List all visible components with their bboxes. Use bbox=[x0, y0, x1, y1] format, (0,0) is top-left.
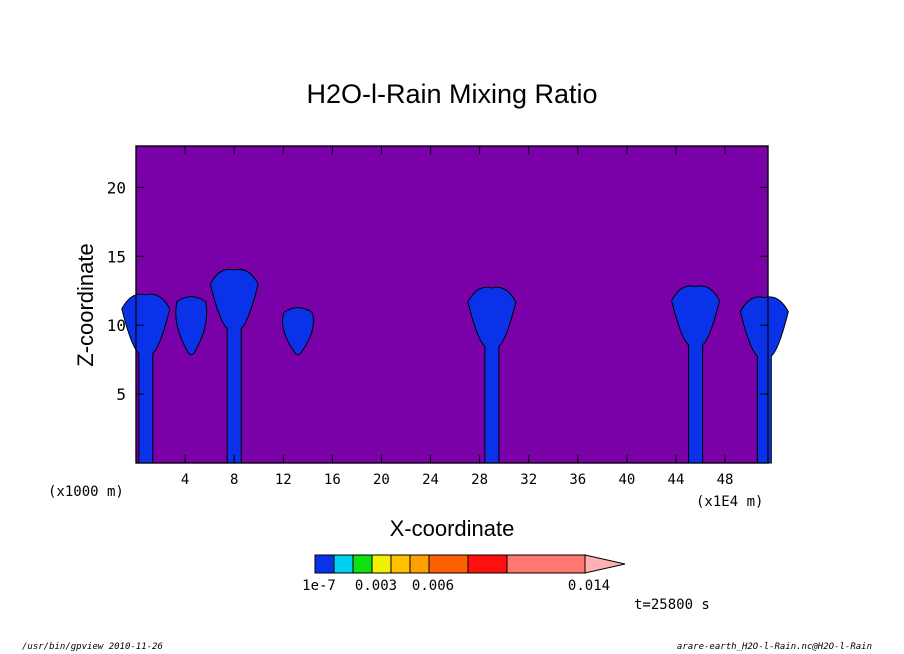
x-tick-label: 12 bbox=[275, 472, 292, 488]
colorbar-swatch bbox=[409, 554, 430, 574]
colorbar-label: 1e-7 bbox=[302, 578, 336, 594]
x-tick-label: 40 bbox=[618, 472, 635, 488]
x-axis-ticks: 4 8 12 16 20 24 28 32 36 40 44 48 bbox=[181, 146, 734, 488]
feature-2 bbox=[209, 268, 259, 464]
feature-1 bbox=[175, 296, 208, 356]
x-tick-label: 48 bbox=[717, 472, 734, 488]
feature-0 bbox=[121, 293, 171, 464]
colorbar-label: 0.006 bbox=[412, 578, 454, 594]
x-tick-label: 20 bbox=[373, 472, 390, 488]
x-tick-label: 16 bbox=[324, 472, 341, 488]
y-tick-label: 20 bbox=[107, 178, 126, 197]
y-tick-label: 5 bbox=[116, 385, 126, 404]
x-tick-label: 8 bbox=[230, 472, 238, 488]
colorbar-label: 0.003 bbox=[355, 578, 397, 594]
x-tick-label: 36 bbox=[569, 472, 586, 488]
feature-3 bbox=[282, 307, 314, 356]
x-tick-label: 44 bbox=[668, 472, 685, 488]
feature-5 bbox=[671, 285, 721, 464]
y-axis-ticks: 5 10 15 20 bbox=[107, 178, 768, 404]
colorbar-labels: 1e-7 0.003 0.006 0.014 bbox=[302, 578, 610, 594]
precipitation-features bbox=[121, 268, 789, 464]
feature-4 bbox=[467, 286, 517, 464]
colorbar-swatch bbox=[428, 554, 469, 574]
footer-right: arare-earth_H2O-l-Rain.nc@H2O-l-Rain bbox=[676, 642, 872, 652]
colorbar-swatch bbox=[352, 554, 373, 574]
colorbar-swatch bbox=[506, 554, 586, 574]
colorbar-swatch bbox=[467, 554, 508, 574]
x-tick-label: 28 bbox=[471, 472, 488, 488]
feature-6 bbox=[739, 296, 789, 464]
footer-left: /usr/bin/gpview 2010-11-26 bbox=[22, 642, 163, 652]
chart-title: H2O-l-Rain Mixing Ratio bbox=[306, 79, 597, 109]
x-tick-label: 32 bbox=[520, 472, 537, 488]
x-tick-label: 4 bbox=[181, 472, 189, 488]
plot-frame bbox=[135, 145, 769, 464]
colorbar bbox=[314, 554, 626, 574]
time-label: t=25800 s bbox=[634, 597, 710, 613]
colorbar-swatch bbox=[390, 554, 411, 574]
y-axis-label: Z-coordinate bbox=[73, 243, 98, 367]
colorbar-swatch bbox=[371, 554, 392, 574]
colorbar-swatch bbox=[314, 554, 335, 574]
x-unit-left: (x1000 m) bbox=[48, 484, 124, 500]
colorbar-arrow bbox=[584, 554, 626, 574]
colorbar-swatch bbox=[333, 554, 354, 574]
colorbar-label: 0.014 bbox=[568, 578, 610, 594]
y-tick-label: 10 bbox=[107, 316, 126, 335]
x-unit-right: (x1E4 m) bbox=[696, 494, 763, 510]
x-tick-label: 24 bbox=[422, 472, 439, 488]
x-axis-label: X-coordinate bbox=[390, 516, 515, 541]
y-tick-label: 15 bbox=[107, 247, 126, 266]
